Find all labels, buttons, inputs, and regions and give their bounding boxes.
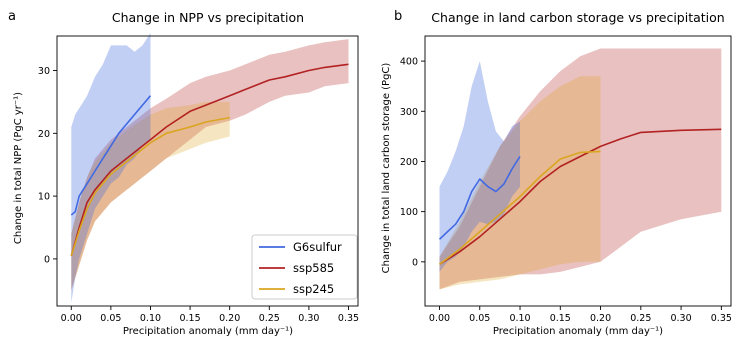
y-tick-label: 0: [44, 254, 50, 265]
axes-frame: [56, 35, 359, 307]
x-tick-label: 0.15: [179, 313, 200, 324]
x-tick-label: 0.25: [259, 313, 280, 324]
y-tick-label: 10: [38, 192, 50, 203]
panel-b-label: b: [394, 9, 402, 24]
panel-a-lines: [70, 63, 349, 257]
y-tick-label: 300: [400, 107, 418, 118]
x-tick-label: 0.10: [509, 313, 530, 324]
panel-b-axes: 0.00 0.05 0.10 0.15 0.20 0.25 0.30 0.35 0 100 200 3…: [400, 35, 732, 324]
x-tick-label: 0.10: [140, 313, 161, 324]
legend: G6sulfur ssp585 ssp245: [251, 234, 358, 300]
panel-b: b Change in land carbon storage vs preci…: [381, 9, 732, 337]
panel-b-title: Change in land carbon storage vs precipi…: [431, 10, 724, 25]
band-g6sulfur: [71, 32, 151, 303]
x-tick-label: 0.20: [590, 313, 611, 324]
y-tick-label: 100: [400, 207, 418, 218]
panel-a-x-axis-label: Precipitation anomaly (mm day⁻¹): [123, 326, 293, 337]
line-ssp245: [70, 116, 230, 257]
legend-label-ssp585: ssp585: [293, 261, 334, 275]
legend-label-ssp245: ssp245: [293, 282, 334, 296]
y-tick-label: 400: [400, 57, 418, 68]
line-ssp585: [439, 128, 722, 265]
x-tick-label: 0.05: [469, 313, 490, 324]
y-tick-label: 0: [412, 257, 418, 268]
panel-a-title: Change in NPP vs precipitation: [112, 10, 304, 25]
band-ssp585: [71, 39, 349, 291]
panel-b-x-axis-label: Precipitation anomaly (mm day⁻¹): [493, 326, 663, 337]
x-tick-label: 0.30: [670, 313, 691, 324]
y-tick-label: 30: [38, 66, 50, 77]
panel-a-label: a: [8, 9, 16, 24]
panel-b-bands: [439, 48, 722, 290]
band-ssp245: [71, 101, 230, 291]
x-tick-label: 0.25: [630, 313, 651, 324]
legend-label-g6sulfur: G6sulfur: [293, 240, 342, 254]
panel-a-y-axis-label: Change in total NPP (PgC yr⁻¹): [13, 92, 24, 244]
y-tick-label: 200: [400, 157, 418, 168]
x-tick-label: 0.05: [100, 313, 121, 324]
panel-a-axes: 0.00 0.05 0.10 0.15 0.20 0.25 0.30 0.35 0 10 20 30: [38, 35, 359, 324]
panel-a: a Change in NPP vs precipitation Precipi…: [8, 9, 359, 337]
legend-frame: [251, 234, 358, 300]
x-tick-label: 0.20: [219, 313, 240, 324]
x-tick-label: 0.00: [61, 313, 82, 324]
panel-b-y-axis-label: Change in total land carbon storage (PgC…: [381, 63, 392, 274]
panel-a-bands: [71, 32, 349, 303]
y-tick-label: 20: [38, 129, 50, 140]
line-ssp245: [439, 150, 601, 265]
axes-frame: [424, 35, 732, 307]
band-ssp585: [439, 48, 722, 290]
x-tick-label: 0.15: [550, 313, 571, 324]
panel-b-lines: [438, 128, 722, 265]
line-ssp585: [70, 63, 349, 257]
line-g6sulfur: [70, 95, 152, 216]
line-g6sulfur: [438, 155, 521, 240]
x-tick-label: 0.00: [429, 313, 450, 324]
x-tick-label: 0.35: [711, 313, 732, 324]
x-tick-label: 0.35: [338, 313, 359, 324]
x-tick-label: 0.30: [298, 313, 319, 324]
